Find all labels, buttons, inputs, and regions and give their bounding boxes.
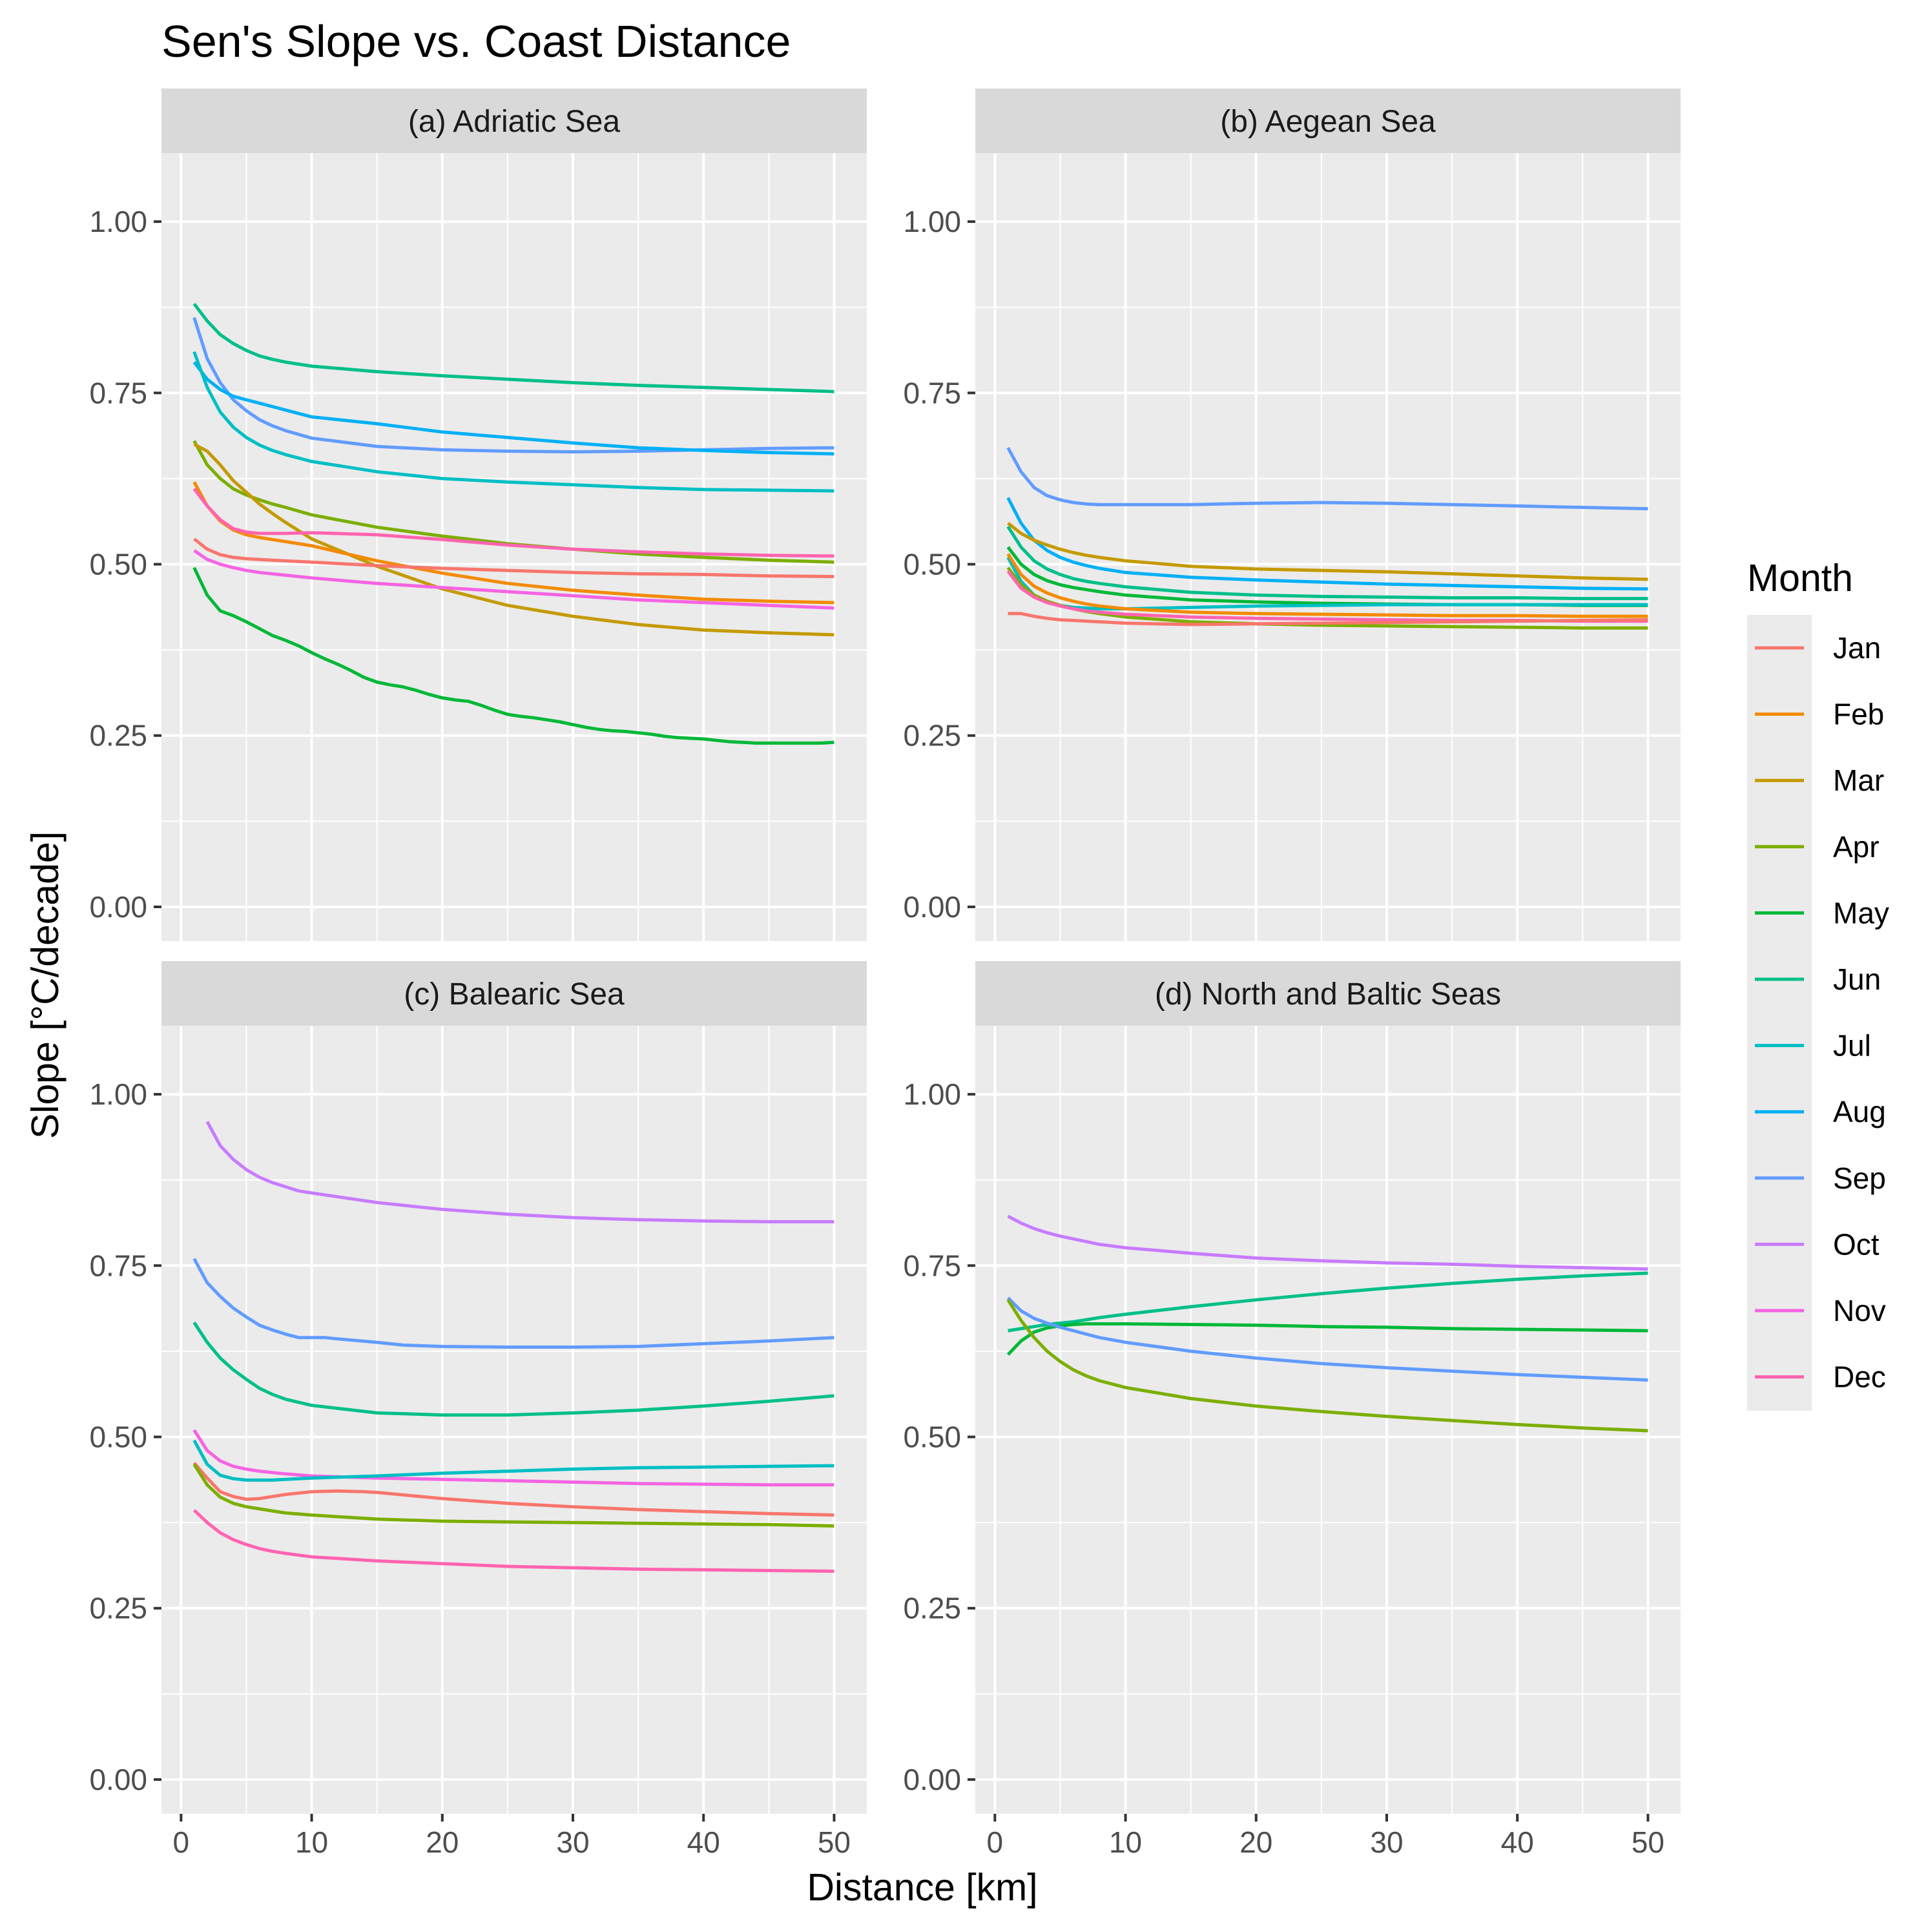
y-tick-label: 1.00 [89, 1077, 147, 1111]
y-tick-label: 0.25 [89, 719, 147, 753]
panel-background [161, 153, 867, 941]
chart-title: Sen's Slope vs. Coast Distance [161, 16, 791, 67]
y-tick-label: 0.50 [903, 1420, 961, 1454]
legend-label: Nov [1833, 1294, 1886, 1327]
y-tick-label: 0.25 [89, 1592, 147, 1625]
series-line-may [192, 566, 834, 745]
series-line-jul [192, 351, 834, 493]
facet-strip-label: (b) Aegean Sea [1220, 105, 1436, 139]
y-tick-label: 0.00 [89, 1763, 147, 1796]
x-tick-label: 20 [1239, 1825, 1272, 1859]
x-tick-label: 10 [295, 1825, 328, 1859]
legend-title: Month [1747, 557, 1853, 599]
legend-label: Feb [1833, 698, 1884, 731]
y-tick-label: 0.50 [89, 548, 147, 581]
y-tick-label: 0.75 [89, 1249, 147, 1282]
series-line-jun [192, 302, 834, 393]
x-tick-label: 30 [1370, 1825, 1403, 1859]
series-line-apr [1006, 1298, 1648, 1433]
series-line-aug [1006, 497, 1648, 591]
series-line-apr [192, 440, 834, 564]
series-line-oct [205, 1121, 834, 1223]
legend-label: Jul [1833, 1029, 1871, 1063]
series-line-feb [1006, 553, 1648, 618]
y-tick-label: 0.00 [89, 890, 147, 924]
x-tick-label: 0 [173, 1825, 190, 1859]
legend-key-background [1747, 615, 1812, 1411]
x-tick-label: 40 [1501, 1825, 1534, 1859]
facet-panel: (a) Adriatic Sea 0.00 0.25 0.50 0.75 1.00 [89, 88, 867, 941]
series-line-sep [1006, 447, 1648, 511]
series-line-mar [1007, 521, 1648, 581]
legend: Month Jan Feb Mar Apr May Jun Jul Aug Sep Oct Nov D… [1747, 557, 1889, 1411]
legend-label: Jun [1833, 962, 1881, 996]
legend-label: May [1833, 896, 1889, 930]
series-line-apr [192, 1463, 834, 1528]
legend-label: Apr [1833, 830, 1880, 864]
y-tick-label: 1.00 [89, 205, 147, 238]
series-line-jun [192, 1322, 834, 1417]
series-line-dec [192, 1509, 834, 1573]
facet-strip [975, 961, 1681, 1026]
series-line-nov [192, 1429, 834, 1487]
y-tick-label: 0.25 [903, 1592, 961, 1625]
series-line-oct [1007, 1214, 1648, 1271]
facet-strip-label: (d) North and Baltic Seas [1155, 977, 1501, 1012]
series-line-sep [1006, 1296, 1648, 1382]
series-line-jan [1008, 612, 1648, 627]
y-tick-label: 0.00 [903, 1763, 961, 1796]
legend-label: Dec [1833, 1360, 1886, 1394]
legend-label: Aug [1833, 1095, 1886, 1128]
legend-items: Jan Feb Mar Apr May Jun Jul Aug Sep Oct Nov Dec [1755, 631, 1889, 1394]
facet-strip-label: (a) Adriatic Sea [408, 105, 620, 139]
series-line-dec [192, 488, 834, 558]
y-tick-label: 0.00 [903, 890, 961, 924]
x-tick-label: 50 [1632, 1825, 1664, 1859]
series-line-mar [193, 442, 834, 637]
y-tick-label: 0.25 [903, 719, 961, 753]
series-line-jan [192, 1462, 834, 1517]
facet-panels: (a) Adriatic Sea0.000.250.500.751.00(b) … [89, 88, 1681, 1859]
facet-strip [975, 88, 1681, 153]
x-axis-title: Distance [km] [807, 1866, 1037, 1909]
y-tick-label: 0.75 [903, 1249, 961, 1282]
series-line-jun [1006, 525, 1648, 601]
y-tick-label: 0.75 [89, 376, 147, 410]
series-line-jan [193, 537, 834, 579]
panel-background [975, 1026, 1681, 1814]
panel-background [161, 1026, 867, 1814]
facet-panel: (b) Aegean Sea 0.00 0.25 0.50 0.75 1.00 [903, 88, 1681, 941]
series-line-sep [192, 1258, 834, 1349]
x-tick-label: 30 [556, 1825, 589, 1859]
series-line-jul [192, 1439, 834, 1482]
panel-background [975, 153, 1681, 941]
legend-label: Mar [1833, 763, 1884, 797]
y-tick-label: 1.00 [903, 205, 961, 238]
facet-panel: (c) Balearic Sea 0.00 0.25 0.50 0.75 1.00 0 10 2… [89, 961, 867, 1859]
x-tick-label: 50 [818, 1825, 851, 1859]
x-tick-label: 10 [1109, 1825, 1142, 1859]
series-line-nov [193, 549, 834, 610]
y-axis-title: Slope [°C/decade] [24, 831, 67, 1139]
y-tick-label: 0.50 [903, 548, 961, 581]
legend-label: Sep [1833, 1161, 1886, 1195]
y-tick-label: 0.75 [903, 376, 961, 410]
legend-label: Jan [1833, 631, 1881, 665]
facet-strip [161, 88, 867, 153]
x-tick-label: 20 [426, 1825, 459, 1859]
legend-label: Oct [1833, 1227, 1880, 1261]
x-tick-label: 0 [987, 1825, 1004, 1859]
series-line-jun [1008, 1271, 1648, 1333]
x-tick-label: 40 [687, 1825, 720, 1859]
y-tick-label: 0.50 [89, 1420, 147, 1454]
series-line-aug [192, 361, 834, 456]
facet-strip-label: (c) Balearic Sea [404, 977, 625, 1012]
y-tick-label: 1.00 [903, 1077, 961, 1111]
series-line-may [1006, 1322, 1648, 1356]
facet-strip [161, 961, 867, 1026]
facet-panel: (d) North and Baltic Seas 0.00 0.25 0.50 0.7… [903, 961, 1681, 1859]
